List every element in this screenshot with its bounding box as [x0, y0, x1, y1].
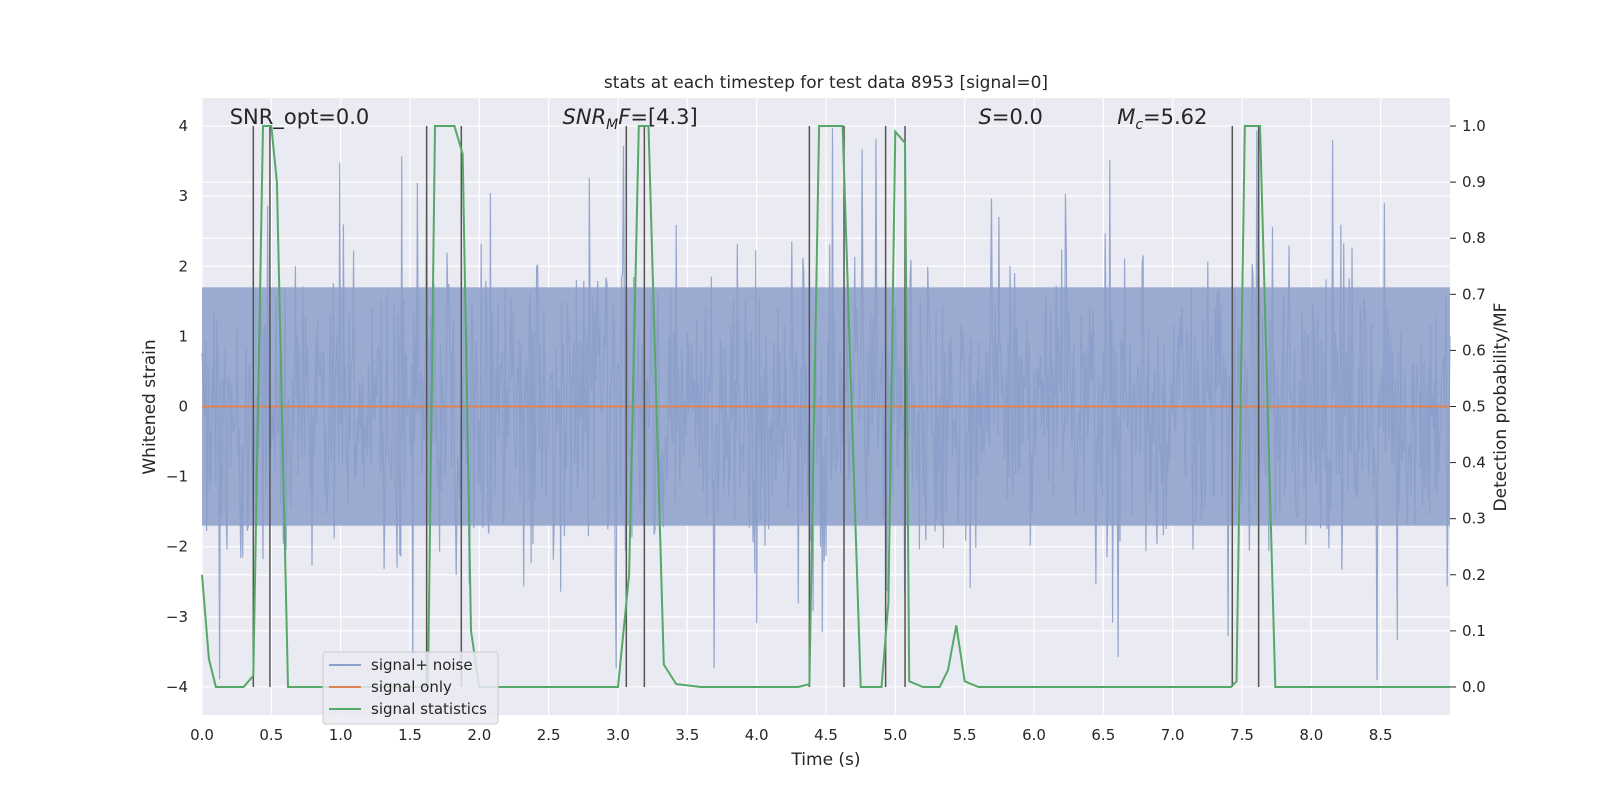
- y-tick-label: −4: [166, 678, 188, 696]
- y-right-tick-label: 0.9: [1462, 173, 1486, 191]
- annotation-s: S=0.0: [979, 105, 1043, 129]
- x-tick-label: 4.0: [745, 726, 769, 744]
- y-tick-label: 3: [178, 187, 188, 205]
- y-right-tick-label: 0.1: [1462, 622, 1486, 640]
- legend: signal+ noise signal only signal statist…: [322, 651, 499, 725]
- y-right-tick-labels: 0.0 0.1 0.2 0.3 0.4 0.5 0.6 0.7 0.8 0.9 1.0: [1450, 117, 1486, 696]
- x-tick-label: 5.0: [883, 726, 907, 744]
- noise-line: [201, 128, 1451, 680]
- x-tick-label: 2.5: [537, 726, 561, 744]
- y-right-tick-label: 0.8: [1462, 229, 1486, 247]
- x-tick-label: 0.5: [259, 726, 283, 744]
- annotations: SNR_opt=0.0 SNRMF=[4.3] S=0.0 Mc=5.62: [230, 105, 1208, 133]
- annotation-snr-mf: SNRMF=[4.3]: [563, 105, 698, 133]
- x-tick-label: 4.5: [814, 726, 838, 744]
- x-tick-label: 1.0: [329, 726, 353, 744]
- y-tick-label: 4: [178, 117, 188, 135]
- y-tick-label: 1: [178, 327, 188, 345]
- legend-label-signal-statistics: signal statistics: [371, 700, 487, 718]
- x-tick-labels: 0.0 0.5 1.0 1.5 2.0 2.5 3.0 3.5 4.0 4.5 5.0 5.5 6.0 6…: [190, 726, 1393, 744]
- y-right-tick-label: 0.2: [1462, 566, 1486, 584]
- x-tick-label: 2.0: [467, 726, 491, 744]
- x-tick-label: 0.0: [190, 726, 214, 744]
- legend-box: [322, 651, 499, 725]
- detection-vertical-lines: [252, 126, 1260, 687]
- x-axis-label: Time (s): [790, 750, 860, 770]
- legend-label-signal-only: signal only: [371, 678, 452, 696]
- x-tick-label: 7.0: [1161, 726, 1185, 744]
- y-tick-label: −1: [166, 468, 188, 486]
- y-right-tick-label: 1.0: [1462, 117, 1486, 135]
- x-tick-label: 1.5: [398, 726, 422, 744]
- y-tick-label: −2: [166, 538, 188, 556]
- x-tick-label: 8.5: [1369, 726, 1393, 744]
- y-tick-label: 2: [178, 257, 188, 275]
- y-right-tick-label: 0.3: [1462, 510, 1486, 528]
- x-tick-label: 3.5: [675, 726, 699, 744]
- annotation-snr-opt: SNR_opt=0.0: [230, 105, 370, 130]
- y-axis-label: Whitened strain: [140, 339, 160, 474]
- legend-label-signal-noise: signal+ noise: [371, 656, 473, 674]
- chart-title: stats at each timestep for test data 895…: [604, 73, 1048, 93]
- y-tick-labels: −4 −3 −2 −1 0 1 2 3 4: [166, 117, 188, 696]
- x-tick-label: 6.5: [1091, 726, 1115, 744]
- y-right-tick-label: 0.5: [1462, 398, 1486, 416]
- y-right-axis-label: Detection probability/MF: [1491, 303, 1511, 512]
- y-right-tick-label: 0.4: [1462, 454, 1486, 472]
- x-tick-label: 6.0: [1022, 726, 1046, 744]
- annotation-mc: Mc=5.62: [1117, 105, 1207, 133]
- x-tick-label: 8.0: [1299, 726, 1323, 744]
- x-tick-label: 3.0: [606, 726, 630, 744]
- y-tick-label: −3: [166, 608, 188, 626]
- y-right-tick-label: 0.6: [1462, 341, 1486, 359]
- y-right-tick-label: 0.7: [1462, 285, 1486, 303]
- y-right-tick-label: 0.0: [1462, 678, 1486, 696]
- y-tick-label: 0: [178, 398, 188, 416]
- x-tick-label: 7.5: [1230, 726, 1254, 744]
- x-tick-label: 5.5: [953, 726, 977, 744]
